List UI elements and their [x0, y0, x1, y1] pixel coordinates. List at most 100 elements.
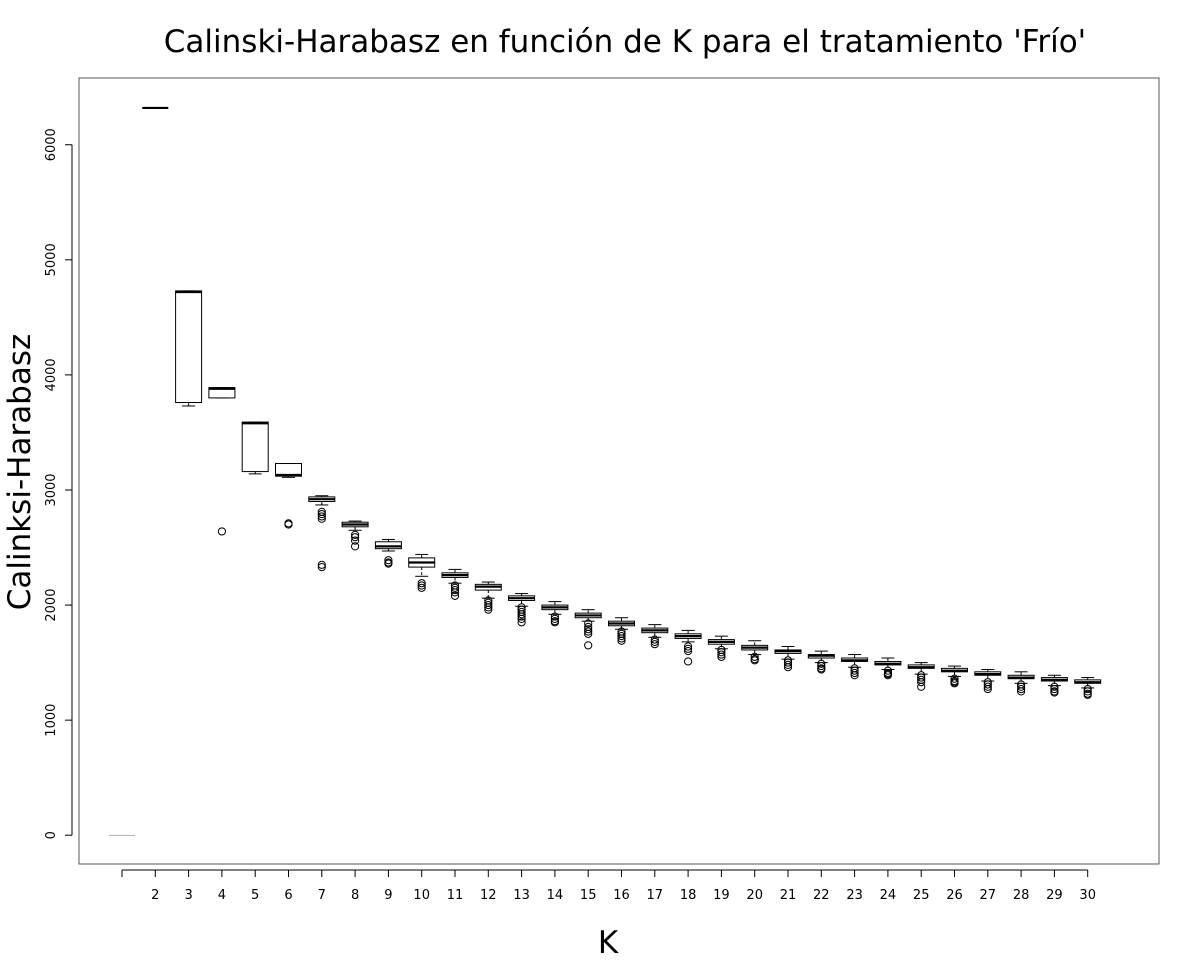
y-tick-label: 5000 [44, 243, 59, 276]
y-tick-label: 0 [44, 831, 59, 839]
outlier-point [917, 678, 926, 687]
y-axis-title: Calinksi-Harabasz [2, 334, 38, 611]
outlier-point [750, 656, 759, 665]
outlier-point [983, 680, 992, 689]
boxplot-k-28 [1007, 671, 1035, 696]
plot-frame [78, 77, 1160, 865]
x-tick-label: 8 [351, 888, 359, 903]
outlier-point [417, 583, 426, 592]
outlier-point [684, 647, 693, 656]
outlier-point [484, 600, 493, 610]
y-tick-label: 1000 [44, 704, 59, 737]
boxplot-k-12 [474, 581, 502, 614]
x-tick-label: 25 [913, 888, 930, 903]
outlier-point [1017, 687, 1026, 696]
x-tick-label: 3 [184, 888, 192, 903]
outlier-point [883, 666, 893, 675]
boxplot-k-29 [1040, 674, 1068, 697]
x-tick-label: 20 [746, 888, 763, 903]
outlier-point [317, 560, 326, 569]
boxplot-k-30 [1074, 677, 1102, 699]
boxplot-k-13 [508, 593, 536, 627]
boxplot-k-10 [408, 553, 436, 592]
outlier-point [584, 619, 593, 628]
outlier-point [351, 530, 360, 539]
boxplot-k-16 [608, 617, 635, 645]
y-tick-label: 2000 [44, 589, 59, 622]
boxplot-k-27 [974, 669, 1002, 694]
outlier-point [1083, 684, 1092, 694]
outlier-point [317, 510, 326, 519]
outlier-point [684, 644, 693, 653]
x-tick-label: 22 [813, 888, 830, 903]
outlier-point [717, 652, 726, 661]
boxplot-k-15 [574, 609, 602, 650]
boxplot-k-6 [275, 463, 302, 529]
outlier-point [584, 641, 593, 650]
boxplot-k-20 [741, 640, 769, 665]
outlier-point [850, 668, 859, 678]
x-tick-label: 16 [613, 888, 630, 903]
iqr-box [241, 421, 269, 473]
outlier-point [684, 642, 693, 651]
outlier-point [317, 514, 326, 523]
outlier-point [950, 674, 959, 683]
x-tick-label: 30 [1079, 888, 1096, 903]
outlier-point [584, 625, 593, 634]
outlier-point [917, 673, 926, 682]
x-tick-label: 12 [480, 888, 497, 903]
y-tick-label: 6000 [44, 128, 59, 161]
outlier-point [351, 533, 360, 542]
outlier-point [1017, 684, 1026, 694]
outlier-point [550, 614, 560, 623]
boxplot-k-25 [907, 662, 935, 691]
x-tick-label: 19 [713, 888, 730, 903]
outlier-point [917, 682, 926, 691]
boxplot-k-17 [641, 624, 669, 649]
outlier-point [783, 658, 793, 667]
outlier-point [450, 588, 460, 597]
outlier-point [217, 527, 226, 536]
outlier-point [384, 559, 393, 568]
x-tick-label: 24 [880, 888, 897, 903]
y-tick-label: 4000 [44, 358, 59, 391]
outlier-point [517, 618, 526, 627]
outlier-point [684, 657, 693, 666]
outlier-point [817, 661, 826, 671]
outlier-point [717, 648, 726, 657]
outlier-point [850, 671, 859, 680]
outlier-point [284, 520, 293, 529]
outlier-point [484, 605, 493, 614]
outlier-point [351, 536, 360, 545]
x-tick-label: 21 [780, 888, 797, 903]
outlier-point [517, 612, 526, 621]
outlier-point [517, 610, 526, 619]
outlier-point [983, 684, 992, 694]
outlier-point [450, 583, 460, 592]
x-tick-label: 4 [218, 888, 226, 903]
x-tick-label: 14 [547, 888, 564, 903]
boxplot-k-7 [308, 495, 336, 572]
outlier-point [817, 665, 826, 674]
outlier-point [1083, 687, 1092, 696]
outlier-point [983, 682, 992, 691]
boxplot-k-14 [541, 601, 569, 627]
x-tick-label: 27 [980, 888, 997, 903]
outlier-point [317, 562, 326, 572]
outlier-point [650, 637, 659, 646]
x-tick-label: 7 [318, 888, 326, 903]
iqr-box [208, 387, 236, 399]
x-tick-label: 9 [384, 888, 392, 903]
chart-title: Calinski-Harabasz en función de K para e… [164, 24, 1086, 60]
x-tick-label: 13 [513, 888, 530, 903]
outlier-point [817, 659, 826, 668]
x-tick-label: 2 [151, 888, 159, 903]
outlier-point [850, 666, 859, 675]
outlier-point [950, 679, 959, 688]
outlier-point [384, 556, 393, 565]
outlier-point [783, 660, 793, 670]
iqr-box [175, 290, 203, 404]
outlier-point [417, 581, 426, 590]
boxplot-k-24 [874, 657, 902, 680]
